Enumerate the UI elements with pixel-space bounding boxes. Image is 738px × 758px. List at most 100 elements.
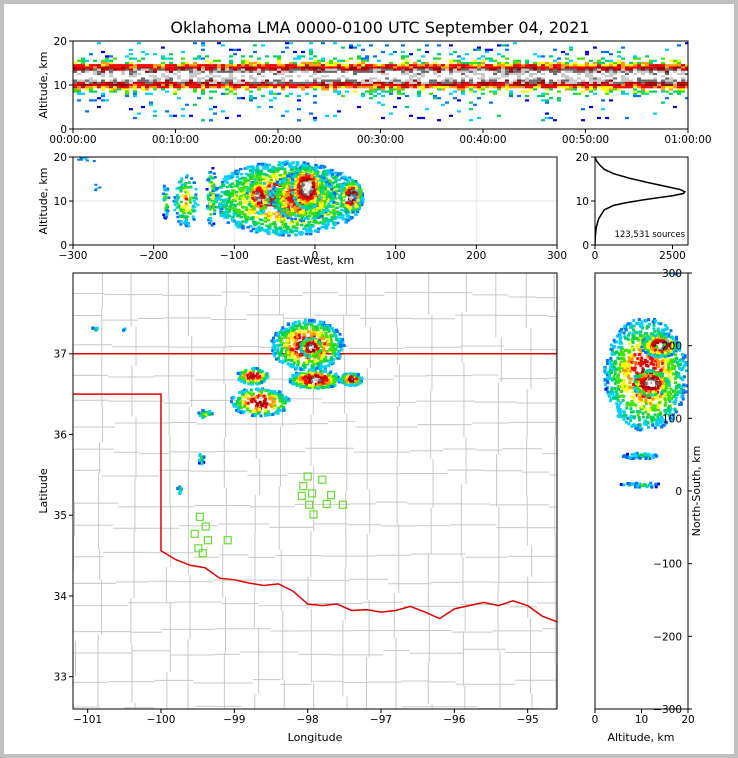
- density-cell: [553, 64, 557, 67]
- density-cell: [349, 75, 353, 78]
- density-cell: [581, 72, 585, 76]
- density-cell: [225, 72, 229, 76]
- density-cell: [291, 161, 295, 164]
- density-cell: [517, 59, 521, 62]
- density-cell: [613, 86, 617, 89]
- density-cell: [237, 48, 241, 51]
- density-cell: [401, 66, 405, 69]
- density-cell: [157, 79, 161, 82]
- density-cell: [633, 70, 637, 73]
- density-cell: [285, 70, 289, 73]
- density-cell: [241, 77, 245, 80]
- density-cell: [165, 86, 169, 89]
- density-cell: [185, 72, 189, 76]
- density-cell: [285, 110, 289, 113]
- density-cell: [244, 194, 248, 198]
- density-cell: [353, 86, 357, 89]
- density-cell: [306, 175, 310, 179]
- density-cell: [287, 187, 291, 191]
- density-cell: [109, 90, 113, 93]
- density-cell: [485, 86, 489, 89]
- density-cell: [317, 61, 321, 65]
- density-cell: [300, 185, 304, 188]
- density-cell: [589, 59, 593, 62]
- density-cell: [240, 212, 245, 215]
- density-cell: [589, 90, 593, 93]
- density-cell: [273, 173, 277, 176]
- density-cell: [278, 178, 282, 181]
- density-cell: [617, 61, 621, 65]
- density-cell: [285, 42, 289, 45]
- density-cell: [613, 88, 617, 91]
- density-cell: [485, 81, 489, 84]
- density-cell: [449, 70, 453, 73]
- density-cell: [149, 103, 153, 106]
- density-cell: [589, 88, 593, 91]
- density-cell: [189, 79, 193, 82]
- density-cell: [149, 77, 153, 80]
- density-cell: [505, 72, 509, 76]
- density-cell: [249, 72, 253, 76]
- density-cell: [201, 68, 205, 71]
- density-cell: [161, 88, 165, 91]
- density-cell: [77, 81, 81, 84]
- density-cell: [282, 186, 286, 190]
- density-cell: [577, 64, 581, 67]
- density-cell: [429, 86, 433, 89]
- density-cell: [262, 204, 266, 208]
- density-cell: [321, 194, 325, 197]
- density-cell: [357, 66, 361, 69]
- density-cell: [661, 72, 665, 76]
- density-cell: [433, 77, 437, 80]
- density-cell: [313, 70, 317, 73]
- density-cell: [317, 72, 321, 76]
- density-cell: [225, 83, 229, 87]
- density-cell: [481, 70, 485, 73]
- density-cell: [324, 195, 328, 199]
- density-cell: [505, 61, 509, 65]
- density-cell: [601, 57, 605, 60]
- density-cell: [249, 55, 253, 58]
- density-cell: [258, 183, 262, 186]
- density-cell: [252, 199, 256, 202]
- density-cell: [669, 72, 673, 76]
- density-cell: [219, 214, 223, 217]
- density-cell: [633, 90, 637, 93]
- density-cell: [109, 66, 113, 69]
- density-cell: [341, 66, 345, 69]
- density-cell: [287, 184, 291, 188]
- density-cell: [493, 66, 497, 69]
- density-cell: [249, 206, 254, 210]
- density-cell: [297, 175, 301, 179]
- density-cell: [285, 46, 289, 49]
- density-cell: [329, 77, 333, 80]
- density-cell: [489, 75, 493, 78]
- density-cell: [189, 66, 193, 69]
- density-cell: [328, 218, 333, 222]
- density-cell: [221, 190, 226, 194]
- density-cell: [121, 66, 125, 69]
- density-cell: [425, 75, 429, 78]
- density-cell: [681, 90, 685, 93]
- density-cell: [401, 83, 405, 87]
- density-cell: [337, 77, 341, 80]
- density-cell: [93, 79, 97, 82]
- density-cell: [81, 86, 85, 89]
- density-cell: [305, 66, 309, 69]
- density-cell: [657, 64, 661, 67]
- density-cell: [437, 44, 441, 47]
- density-cell: [253, 61, 257, 65]
- density-cell: [505, 88, 509, 91]
- density-cell: [677, 72, 681, 76]
- density-cell: [405, 61, 409, 65]
- density-cell: [493, 92, 497, 95]
- density-cell: [585, 50, 589, 54]
- density-cell: [325, 86, 329, 89]
- density-cell: [231, 189, 235, 192]
- density-cell: [497, 68, 501, 71]
- density-cell: [457, 64, 461, 67]
- density-cell: [325, 179, 330, 182]
- density-cell: [306, 196, 310, 199]
- density-cell: [621, 64, 625, 67]
- density-cell: [597, 61, 601, 65]
